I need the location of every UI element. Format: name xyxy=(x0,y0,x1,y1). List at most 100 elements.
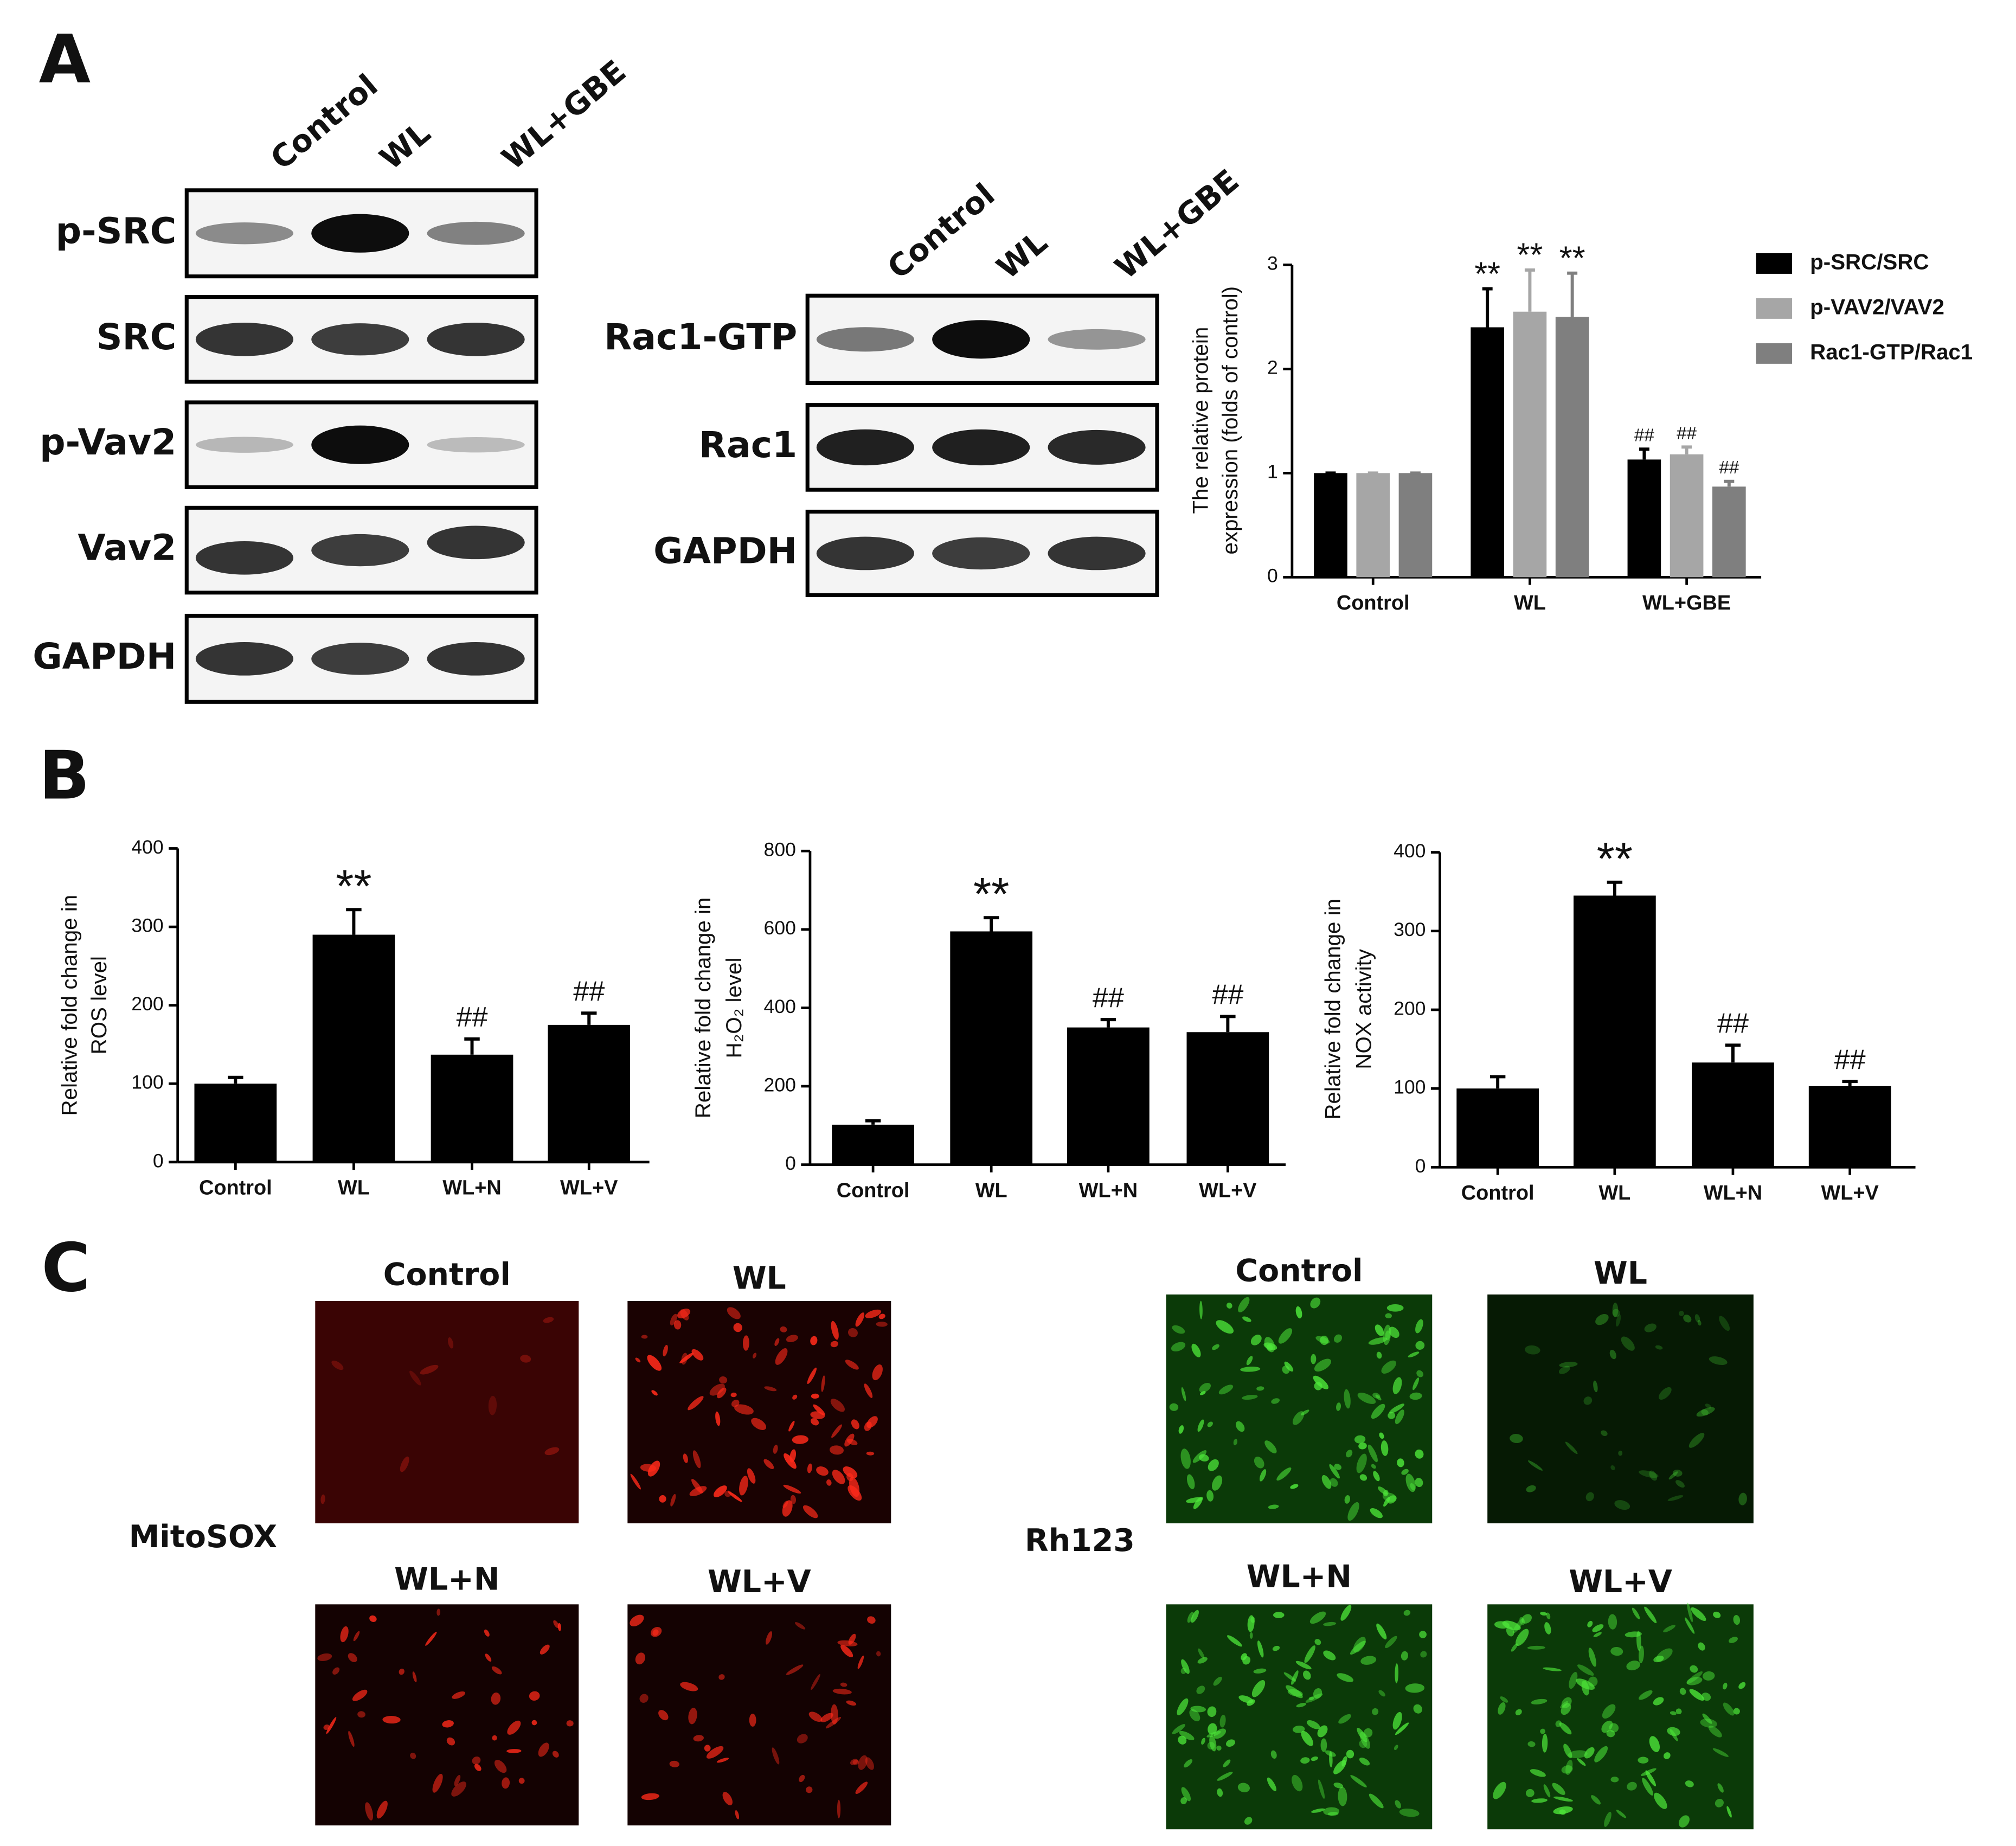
cell xyxy=(1250,1335,1262,1345)
cell xyxy=(786,1335,798,1342)
cell xyxy=(1653,1656,1664,1663)
cell xyxy=(1644,1606,1657,1624)
cell xyxy=(1282,1366,1290,1374)
cell xyxy=(731,1399,740,1407)
cell xyxy=(1638,1757,1649,1764)
cell xyxy=(1321,1475,1332,1489)
cell xyxy=(1381,1360,1396,1374)
cell xyxy=(1521,1614,1532,1624)
cell xyxy=(412,1671,417,1683)
cell xyxy=(1653,1697,1664,1706)
cell xyxy=(1323,1621,1337,1626)
blot-band xyxy=(311,643,409,675)
bar xyxy=(1456,1088,1539,1168)
blot-band xyxy=(816,327,914,352)
cell xyxy=(683,1453,688,1463)
cell xyxy=(1370,1508,1383,1518)
cell xyxy=(1612,1303,1619,1317)
legend-swatch xyxy=(1756,253,1792,274)
blot-label: GAPDH xyxy=(653,530,797,572)
cell xyxy=(794,1622,806,1630)
cell xyxy=(1247,1615,1255,1632)
cell xyxy=(1577,1758,1586,1766)
cell xyxy=(1420,1651,1427,1658)
cell xyxy=(1259,1469,1267,1482)
x-tick-label: WL xyxy=(338,1177,370,1200)
cell xyxy=(1223,1759,1231,1767)
legend-label: p-SRC/SRC xyxy=(1810,250,1929,274)
cell xyxy=(1627,1781,1637,1791)
cell xyxy=(704,1745,711,1752)
bar xyxy=(1808,1086,1891,1168)
x-tick-label: WL+V xyxy=(1199,1179,1257,1202)
x-tick-label: Control xyxy=(199,1177,272,1200)
cell xyxy=(807,1463,812,1473)
cell xyxy=(1306,1720,1320,1729)
cell xyxy=(1655,1345,1663,1350)
cell xyxy=(820,1713,833,1722)
cell xyxy=(1511,1643,1518,1652)
bar xyxy=(431,1054,513,1162)
cell xyxy=(1385,1636,1397,1649)
cell xyxy=(1683,1315,1692,1323)
cell xyxy=(1372,1708,1379,1715)
cell xyxy=(1381,1440,1389,1456)
cell xyxy=(1415,1478,1423,1488)
cell xyxy=(544,1447,560,1456)
cell xyxy=(850,1759,858,1765)
y-tick-label: 300 xyxy=(1394,919,1426,940)
blot-band xyxy=(427,221,525,245)
cell xyxy=(1419,1631,1427,1638)
cell xyxy=(1216,1320,1234,1334)
cell xyxy=(1359,1474,1367,1481)
cell xyxy=(849,1477,860,1497)
cell xyxy=(520,1355,531,1363)
y-tick-label: 400 xyxy=(764,996,796,1017)
cell xyxy=(780,1326,787,1332)
lane-label: Control xyxy=(264,67,385,177)
cell xyxy=(332,1667,340,1675)
cell xyxy=(730,1392,737,1398)
cell xyxy=(410,1752,416,1759)
cell xyxy=(830,1341,838,1348)
cell xyxy=(845,1360,859,1370)
blot-label: Vav2 xyxy=(78,527,176,569)
cell xyxy=(786,1664,804,1675)
cell xyxy=(1171,1342,1186,1352)
cell xyxy=(630,1614,644,1627)
cell xyxy=(1358,1443,1367,1450)
y-axis-title: H₂O₂ level xyxy=(722,958,746,1059)
blot-label: p-Vav2 xyxy=(40,421,176,463)
cell xyxy=(855,1312,865,1327)
cell xyxy=(1415,1341,1425,1350)
cell xyxy=(1334,1464,1341,1470)
blot-label: Rac1-GTP xyxy=(604,316,797,358)
cell xyxy=(1592,1624,1604,1632)
cell xyxy=(1296,1703,1307,1708)
cell xyxy=(1207,1706,1217,1717)
image-title: WL+V xyxy=(708,1564,811,1600)
cell xyxy=(1304,1645,1315,1663)
cell xyxy=(1283,1672,1296,1682)
cell xyxy=(1563,1744,1572,1759)
cell xyxy=(775,1348,788,1365)
cell xyxy=(1191,1610,1199,1623)
cell xyxy=(751,1418,767,1430)
cell xyxy=(1642,1778,1653,1796)
cell xyxy=(1601,1720,1613,1733)
cell xyxy=(348,1730,355,1747)
cell xyxy=(1172,1325,1185,1334)
cell xyxy=(1350,1775,1367,1787)
cell xyxy=(472,1756,481,1765)
cell xyxy=(1395,1800,1402,1809)
cell xyxy=(1251,1680,1266,1697)
bar xyxy=(1555,317,1589,578)
cell xyxy=(673,1320,682,1330)
cell xyxy=(1670,1711,1677,1715)
y-axis-title: Relative fold change in xyxy=(1321,899,1345,1120)
cell xyxy=(353,1631,360,1642)
legend-swatch xyxy=(1756,343,1792,364)
cell xyxy=(1530,1769,1546,1777)
cell xyxy=(1700,1719,1717,1728)
